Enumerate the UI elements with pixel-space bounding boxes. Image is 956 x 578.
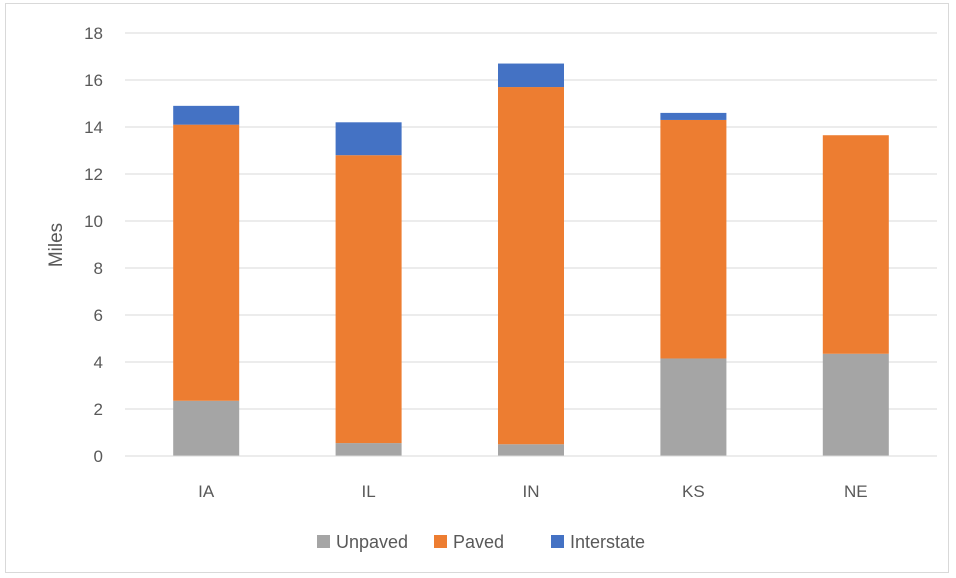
bar-interstate-il xyxy=(335,122,402,156)
y-axis-title: Miles xyxy=(46,223,67,267)
bar-paved-ks xyxy=(660,119,727,359)
y-tick-label: 2 xyxy=(94,400,103,419)
bar-interstate-ia xyxy=(173,105,240,125)
y-tick-label: 12 xyxy=(84,165,103,184)
bar-paved-ne xyxy=(822,135,889,354)
y-axis-tick-labels: 0 2 4 6 8 10 12 14 16 18 xyxy=(84,24,103,466)
legend-label-interstate: Interstate xyxy=(570,532,645,552)
legend-label-unpaved: Unpaved xyxy=(336,532,408,552)
y-tick-label: 18 xyxy=(84,24,103,43)
legend: Unpaved Paved Interstate xyxy=(317,532,645,552)
legend-swatch-unpaved xyxy=(317,535,330,548)
x-axis-tick-labels: IA IL IN KS NE xyxy=(198,482,867,501)
bar-paved-in xyxy=(498,87,564,445)
y-tick-label: 0 xyxy=(94,447,103,466)
bar-unpaved-il xyxy=(335,443,402,456)
legend-label-paved: Paved xyxy=(453,532,504,552)
x-tick-label: IL xyxy=(362,482,376,501)
chart-frame xyxy=(5,3,949,573)
y-tick-label: 14 xyxy=(84,118,103,137)
bar-unpaved-ks xyxy=(660,358,727,456)
bar-unpaved-in xyxy=(498,444,564,456)
y-tick-label: 16 xyxy=(84,71,103,90)
x-tick-label: KS xyxy=(682,482,705,501)
legend-swatch-interstate xyxy=(551,535,564,548)
bar-unpaved-ia xyxy=(173,400,240,456)
y-tick-label: 4 xyxy=(94,353,103,372)
legend-swatch-paved xyxy=(434,535,447,548)
bar-unpaved-ne xyxy=(822,353,889,456)
bars xyxy=(173,63,889,456)
y-tick-label: 8 xyxy=(94,259,103,278)
bar-interstate-in xyxy=(498,63,564,88)
y-tick-label: 6 xyxy=(94,306,103,325)
bar-interstate-ks xyxy=(660,112,727,120)
x-tick-label: NE xyxy=(844,482,868,501)
x-tick-label: IN xyxy=(523,482,540,501)
x-tick-label: IA xyxy=(198,482,215,501)
bar-paved-il xyxy=(335,155,402,444)
y-tick-label: 10 xyxy=(84,212,103,231)
bar-paved-ia xyxy=(173,124,240,401)
